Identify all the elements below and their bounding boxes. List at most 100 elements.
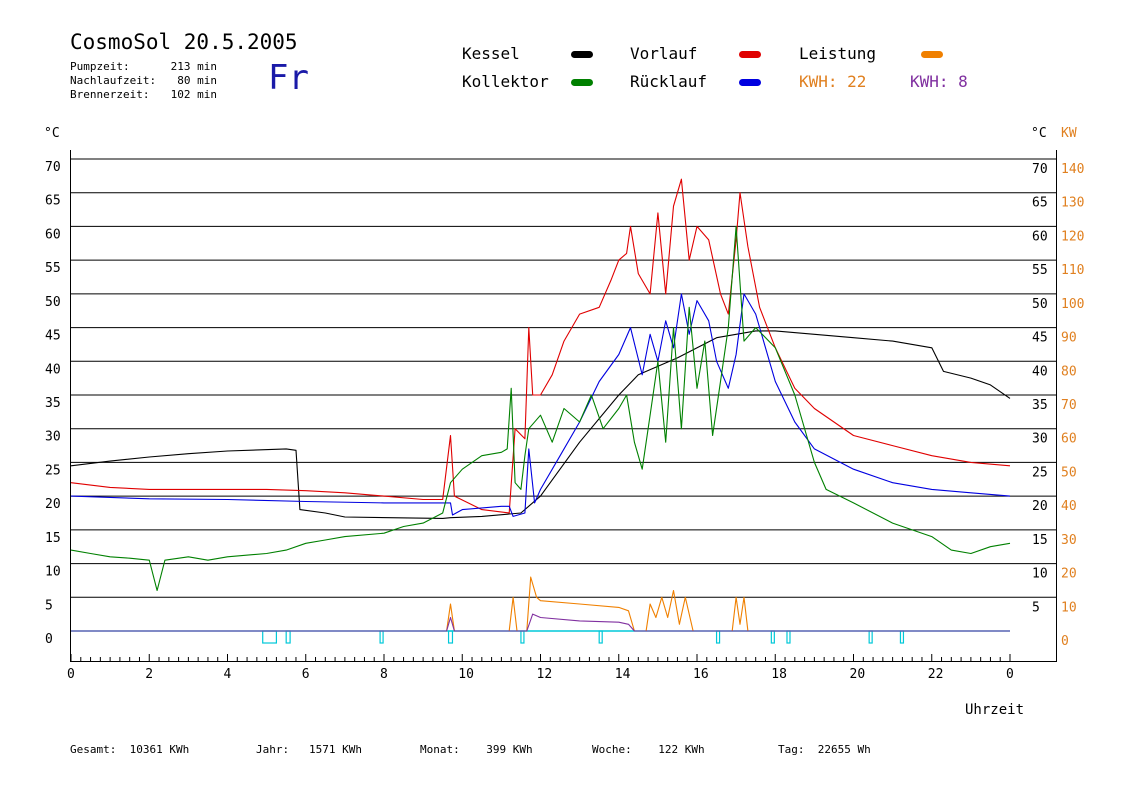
y-right-c-tick-55: 55 <box>1032 263 1048 278</box>
y-right-kw-tick-30: 30 <box>1061 533 1077 548</box>
stat-value-brennerzeit: 102 min <box>170 88 217 101</box>
y-right-kw-tick-50: 50 <box>1061 465 1077 480</box>
kwh-purple-label: KWH: 8 <box>910 72 968 91</box>
y-left-tick-45: 45 <box>45 329 61 344</box>
pump-pulse-4 <box>520 630 525 644</box>
x-tick-label-12: 0 <box>1006 667 1014 682</box>
legend-label-vorlauf: Vorlauf <box>630 44 698 63</box>
y-left-tick-20: 20 <box>45 497 61 512</box>
pump-pulse-0 <box>262 630 278 644</box>
legend-label-leistung: Leistung <box>799 44 877 63</box>
y-right-kw-tick-60: 60 <box>1061 432 1077 447</box>
footer-woche: Woche: 122 KWh <box>592 743 705 756</box>
series-line-kwh-8 <box>71 613 1010 632</box>
y-right-kw-tick-10: 10 <box>1061 600 1077 615</box>
kwh-orange-label: KWH: 22 <box>799 72 867 91</box>
weekday-label: Fr <box>268 58 309 98</box>
y-right-c-tick-65: 65 <box>1032 196 1048 211</box>
pump-pulse-2 <box>379 630 384 644</box>
y-left-tick-60: 60 <box>45 227 61 242</box>
x-tick-label-0: 0 <box>67 667 75 682</box>
y-right-c-tick-35: 35 <box>1032 398 1048 413</box>
y-left-tick-5: 5 <box>45 598 53 613</box>
pump-pulse-1 <box>285 630 291 644</box>
y-left-unit: °C <box>44 126 60 141</box>
y-left-tick-40: 40 <box>45 362 61 377</box>
y-right-unit-kw: KW <box>1061 126 1077 141</box>
series-line-kollektor <box>70 225 1011 592</box>
y-right-c-tick-25: 25 <box>1032 465 1048 480</box>
y-right-c-tick-10: 10 <box>1032 567 1048 582</box>
y-left-tick-70: 70 <box>45 160 61 175</box>
y-right-c-tick-30: 30 <box>1032 432 1048 447</box>
y-right-unit-c: °C <box>1031 126 1047 141</box>
stat-label-pumpzeit: Pumpzeit: <box>70 60 130 73</box>
pump-pulse-9 <box>868 630 873 644</box>
y-right-kw-tick-20: 20 <box>1061 567 1077 582</box>
legend-label-ruecklauf: Rücklauf <box>630 72 708 91</box>
x-tick-label-2: 4 <box>224 667 232 682</box>
x-tick-label-11: 22 <box>928 667 944 682</box>
y-left-tick-50: 50 <box>45 295 61 310</box>
x-tick-label-8: 16 <box>693 667 709 682</box>
stat-label-brennerzeit: Brennerzeit: <box>70 88 150 101</box>
y-right-kw-tick-130: 130 <box>1061 196 1084 211</box>
y-right-kw-tick-100: 100 <box>1061 297 1084 312</box>
legend-swatch-kollektor <box>571 79 593 86</box>
x-tick-label-6: 12 <box>537 667 553 682</box>
footer-jahr: Jahr: 1571 KWh <box>256 743 362 756</box>
y-left-tick-25: 25 <box>45 463 61 478</box>
x-tick-label-3: 6 <box>302 667 310 682</box>
pump-pulse-8 <box>786 630 791 644</box>
y-left-tick-15: 15 <box>45 531 61 546</box>
pump-pulse-10 <box>899 630 905 644</box>
y-right-kw-tick-110: 110 <box>1061 263 1084 278</box>
y-left-tick-30: 30 <box>45 430 61 445</box>
x-tick-label-4: 8 <box>380 667 388 682</box>
legend-label-kessel: Kessel <box>462 44 520 63</box>
footer-gesamt: Gesamt: 10361 KWh <box>70 743 190 756</box>
y-right-c-tick-60: 60 <box>1032 229 1048 244</box>
pump-pulse-7 <box>770 630 775 644</box>
x-tick-label-7: 14 <box>615 667 631 682</box>
y-right-c-tick-5: 5 <box>1032 600 1040 615</box>
y-right-kw-tick-140: 140 <box>1061 162 1084 177</box>
x-axis-label: Uhrzeit <box>965 702 1025 718</box>
series-line-kessel <box>70 330 1011 519</box>
x-tick-label-5: 10 <box>458 667 474 682</box>
legend-swatch-leistung <box>921 51 943 58</box>
series-line-r-cklauf <box>70 293 1011 517</box>
pump-pulse-6 <box>715 630 721 644</box>
stat-value-nachlaufzeit: 80 min <box>177 74 217 87</box>
chart-title: CosmoSol 20.5.2005 <box>70 30 298 54</box>
y-right-kw-tick-40: 40 <box>1061 499 1077 514</box>
y-right-kw-tick-120: 120 <box>1061 229 1084 244</box>
y-right-c-tick-40: 40 <box>1032 364 1048 379</box>
y-left-tick-0: 0 <box>45 632 53 647</box>
series-line-vorlauf <box>70 178 1011 514</box>
footer-tag: Tag: 22655 Wh <box>778 743 871 756</box>
stat-value-pumpzeit: 213 min <box>170 60 217 73</box>
x-tick-label-10: 20 <box>850 667 866 682</box>
y-right-c-tick-50: 50 <box>1032 297 1048 312</box>
y-left-tick-10: 10 <box>45 565 61 580</box>
y-right-c-tick-45: 45 <box>1032 331 1048 346</box>
pump-pulse-5 <box>598 630 603 644</box>
legend-swatch-vorlauf <box>739 51 761 58</box>
y-right-c-tick-20: 20 <box>1032 499 1048 514</box>
y-right-c-tick-15: 15 <box>1032 533 1048 548</box>
y-left-tick-65: 65 <box>45 194 61 209</box>
y-right-kw-tick-0: 0 <box>1061 634 1069 649</box>
stat-label-nachlaufzeit: Nachlaufzeit: <box>70 74 157 87</box>
series-line-leistung <box>71 576 1010 632</box>
x-tick-label-9: 18 <box>771 667 787 682</box>
y-right-c-tick-70: 70 <box>1032 162 1048 177</box>
footer-monat: Monat: 399 KWh <box>420 743 533 756</box>
legend-swatch-kessel <box>571 51 593 58</box>
y-left-tick-35: 35 <box>45 396 61 411</box>
y-right-kw-tick-70: 70 <box>1061 398 1077 413</box>
y-right-kw-tick-80: 80 <box>1061 364 1077 379</box>
y-right-kw-tick-90: 90 <box>1061 331 1077 346</box>
legend-label-kollektor: Kollektor <box>462 72 549 91</box>
